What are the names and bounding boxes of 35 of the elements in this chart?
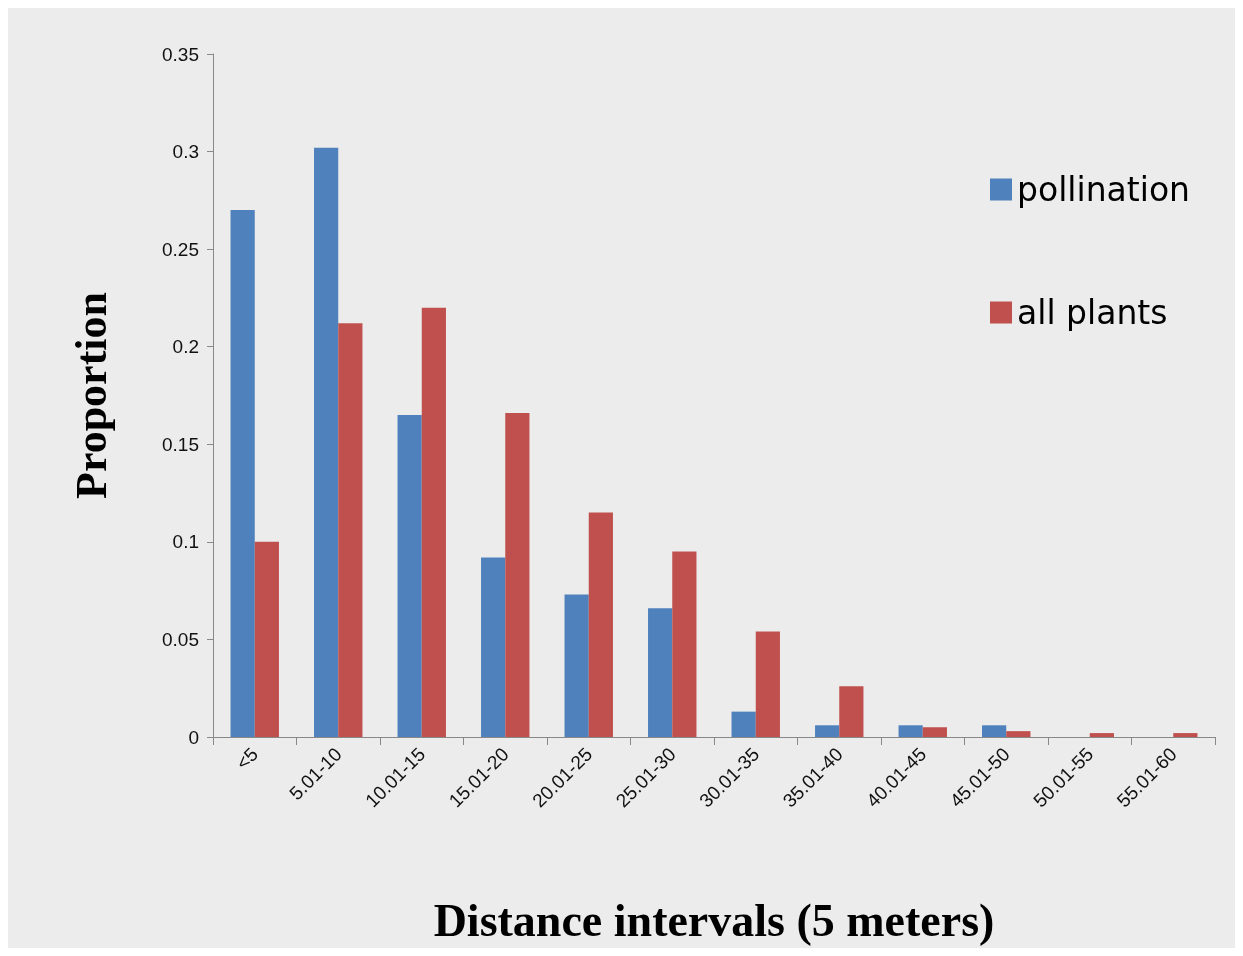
bar xyxy=(505,413,530,737)
bar xyxy=(755,631,780,737)
y-tick-label: 0.35 xyxy=(162,43,199,65)
y-tick-label: 0.15 xyxy=(162,433,199,455)
y-tick-label: 0.3 xyxy=(172,141,199,163)
bar xyxy=(815,725,840,737)
bar xyxy=(922,727,947,737)
bar xyxy=(230,210,255,737)
y-tick-label: 0.2 xyxy=(172,336,199,358)
bar xyxy=(481,557,506,737)
x-axis-title: Distance intervals (5 meters) xyxy=(433,894,995,946)
bar xyxy=(421,307,446,737)
legend-label: all plants xyxy=(1017,293,1168,332)
bar xyxy=(1173,733,1198,737)
bar xyxy=(314,147,339,737)
bar xyxy=(397,415,422,737)
bar xyxy=(731,711,756,737)
bar xyxy=(338,323,363,737)
bar xyxy=(839,686,864,737)
y-tick-label: 0.25 xyxy=(162,238,199,260)
bar xyxy=(564,594,589,737)
bar xyxy=(648,608,673,737)
y-axis-title: Proportion xyxy=(66,292,116,499)
y-tick-label: 0 xyxy=(188,726,199,748)
bar xyxy=(982,725,1007,737)
legend-label: pollination xyxy=(1017,170,1191,209)
bar xyxy=(1006,731,1031,737)
bar xyxy=(1089,733,1114,737)
y-tick-label: 0.1 xyxy=(172,531,199,553)
x-tick-label: <5 xyxy=(232,743,263,774)
bar xyxy=(254,541,279,737)
y-tick-label: 0.05 xyxy=(162,628,199,650)
bar xyxy=(672,551,697,737)
bar xyxy=(898,725,923,737)
bar xyxy=(588,512,613,737)
